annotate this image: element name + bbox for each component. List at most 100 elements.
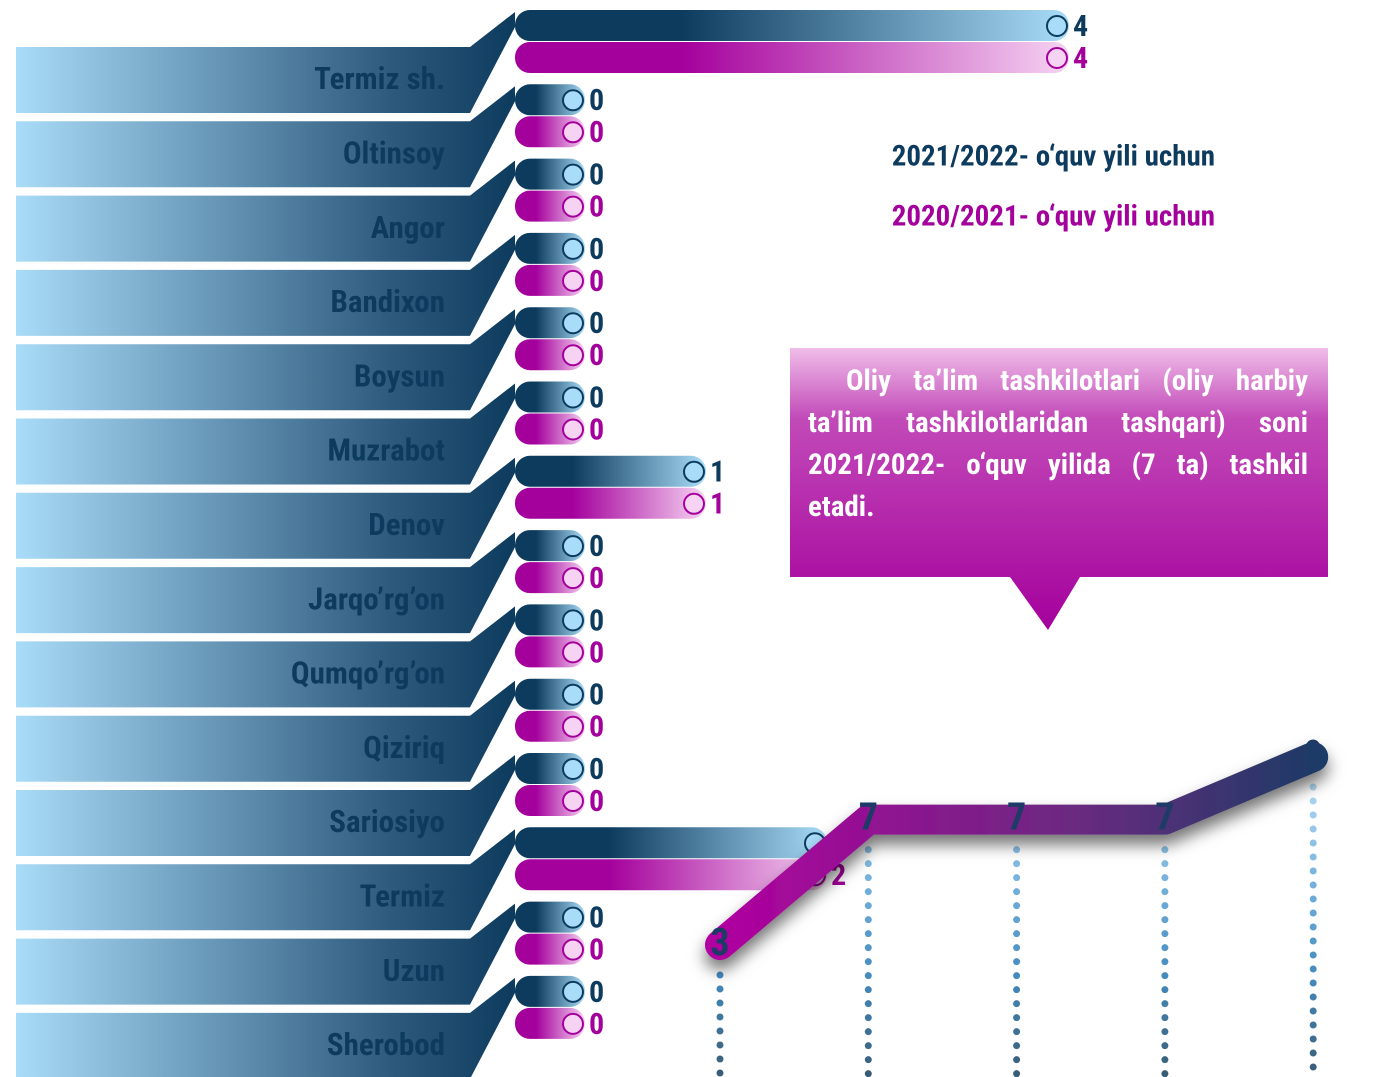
value-label: 0 bbox=[589, 380, 604, 415]
point-label: 7 bbox=[859, 796, 878, 840]
bar-marker bbox=[562, 641, 584, 664]
drop-dot bbox=[1013, 930, 1021, 938]
category-label: Boysun bbox=[354, 357, 445, 394]
category-box bbox=[16, 903, 515, 1005]
bar-marker bbox=[562, 906, 584, 929]
category-label: Muzrabot bbox=[328, 432, 445, 469]
drop-dot bbox=[1013, 846, 1021, 854]
bar-marker bbox=[562, 269, 584, 292]
value-label: 0 bbox=[589, 561, 604, 596]
drop-dot bbox=[1309, 1035, 1317, 1043]
drop-dot bbox=[864, 1014, 872, 1022]
drop-dot bbox=[864, 930, 872, 938]
drop-dot bbox=[1161, 944, 1169, 952]
drop-dot bbox=[1161, 1028, 1169, 1036]
category-box bbox=[16, 86, 515, 188]
drop-dot bbox=[864, 972, 872, 980]
bar-marker bbox=[683, 460, 705, 483]
value-label: 0 bbox=[589, 529, 604, 564]
drop-dot bbox=[1309, 839, 1317, 847]
drop-dot bbox=[1161, 902, 1169, 910]
category-box bbox=[16, 532, 515, 634]
category-box bbox=[16, 457, 515, 559]
value-label: 0 bbox=[589, 784, 604, 819]
drop-dot bbox=[716, 1013, 724, 1021]
drop-dot bbox=[864, 1000, 872, 1008]
value-label: 0 bbox=[589, 603, 604, 638]
drop-dot bbox=[1309, 825, 1317, 833]
category-label: Angor bbox=[371, 209, 445, 246]
drop-dot bbox=[1161, 958, 1169, 966]
bar-marker bbox=[562, 567, 584, 590]
drop-dot bbox=[1309, 909, 1317, 917]
drop-dot bbox=[1161, 1056, 1169, 1064]
drop-dot bbox=[864, 944, 872, 952]
bar-marker bbox=[1046, 47, 1068, 69]
drop-dot bbox=[1013, 1000, 1021, 1008]
drop-dot bbox=[1013, 1056, 1021, 1064]
callout-box bbox=[790, 348, 1328, 630]
bar-marker bbox=[562, 1012, 584, 1035]
value-label: 0 bbox=[589, 306, 604, 341]
drop-dot bbox=[1309, 881, 1317, 889]
drop-dot bbox=[1161, 972, 1169, 980]
category-box bbox=[16, 383, 515, 485]
drop-dot bbox=[1309, 867, 1317, 875]
drop-dot bbox=[1309, 951, 1317, 959]
drop-dot bbox=[1309, 895, 1317, 903]
drop-dot bbox=[1309, 1007, 1317, 1015]
point-label: 9 bbox=[1304, 733, 1323, 777]
drop-dot bbox=[864, 846, 872, 854]
category-label: Denov bbox=[368, 506, 445, 543]
bar-marker bbox=[562, 683, 584, 706]
bar-marker bbox=[562, 535, 584, 558]
category-label: Termiz bbox=[360, 877, 445, 914]
drop-dot bbox=[1309, 1063, 1317, 1071]
bar bbox=[515, 455, 706, 487]
category-box bbox=[16, 12, 515, 113]
value-label: 0 bbox=[589, 264, 604, 299]
drop-dot bbox=[1161, 916, 1169, 924]
drop-dot bbox=[1013, 874, 1021, 882]
bar-marker bbox=[562, 89, 584, 112]
value-label: 0 bbox=[589, 901, 604, 936]
bar bbox=[515, 42, 1069, 73]
drop-dot bbox=[1013, 902, 1021, 910]
drop-dot bbox=[1309, 797, 1317, 805]
drop-dot bbox=[1161, 1014, 1169, 1022]
value-label: 0 bbox=[589, 678, 604, 713]
category-box bbox=[16, 977, 515, 1077]
point-label: 7 bbox=[1155, 796, 1174, 840]
drop-dot bbox=[716, 971, 724, 979]
category-label: Qumqo’rg’on bbox=[291, 655, 445, 692]
bar bbox=[515, 859, 827, 891]
drop-dot bbox=[1309, 1021, 1317, 1029]
value-label: 0 bbox=[589, 83, 604, 118]
bar-marker bbox=[562, 163, 584, 186]
category-box bbox=[16, 680, 515, 782]
value-label: 0 bbox=[589, 975, 604, 1010]
bar-marker bbox=[562, 237, 584, 260]
point-label: 3 bbox=[710, 921, 729, 965]
drop-dot bbox=[864, 860, 872, 868]
category-label: Jarqo’rg’on bbox=[308, 580, 445, 617]
drop-dot bbox=[1161, 860, 1169, 868]
drop-dot bbox=[1309, 853, 1317, 861]
drop-dot bbox=[1013, 888, 1021, 896]
drop-dot bbox=[1161, 1000, 1169, 1008]
bar-marker bbox=[562, 715, 584, 738]
drop-dot bbox=[716, 1027, 724, 1035]
drop-dot bbox=[716, 985, 724, 993]
drop-dot bbox=[1013, 916, 1021, 924]
drop-dot bbox=[1161, 874, 1169, 882]
legend-entry: 2020/2021- o‘quv yili uchun bbox=[892, 200, 1215, 234]
legend-entry: 2021/2022- o‘quv yili uchun bbox=[892, 140, 1215, 174]
drop-dot bbox=[1013, 1070, 1021, 1077]
value-label: 0 bbox=[589, 412, 604, 447]
drop-dot bbox=[1013, 944, 1021, 952]
drop-dot bbox=[1161, 930, 1169, 938]
value-label: 0 bbox=[589, 752, 604, 787]
bar-marker bbox=[683, 492, 705, 515]
drop-dot bbox=[1309, 1049, 1317, 1057]
